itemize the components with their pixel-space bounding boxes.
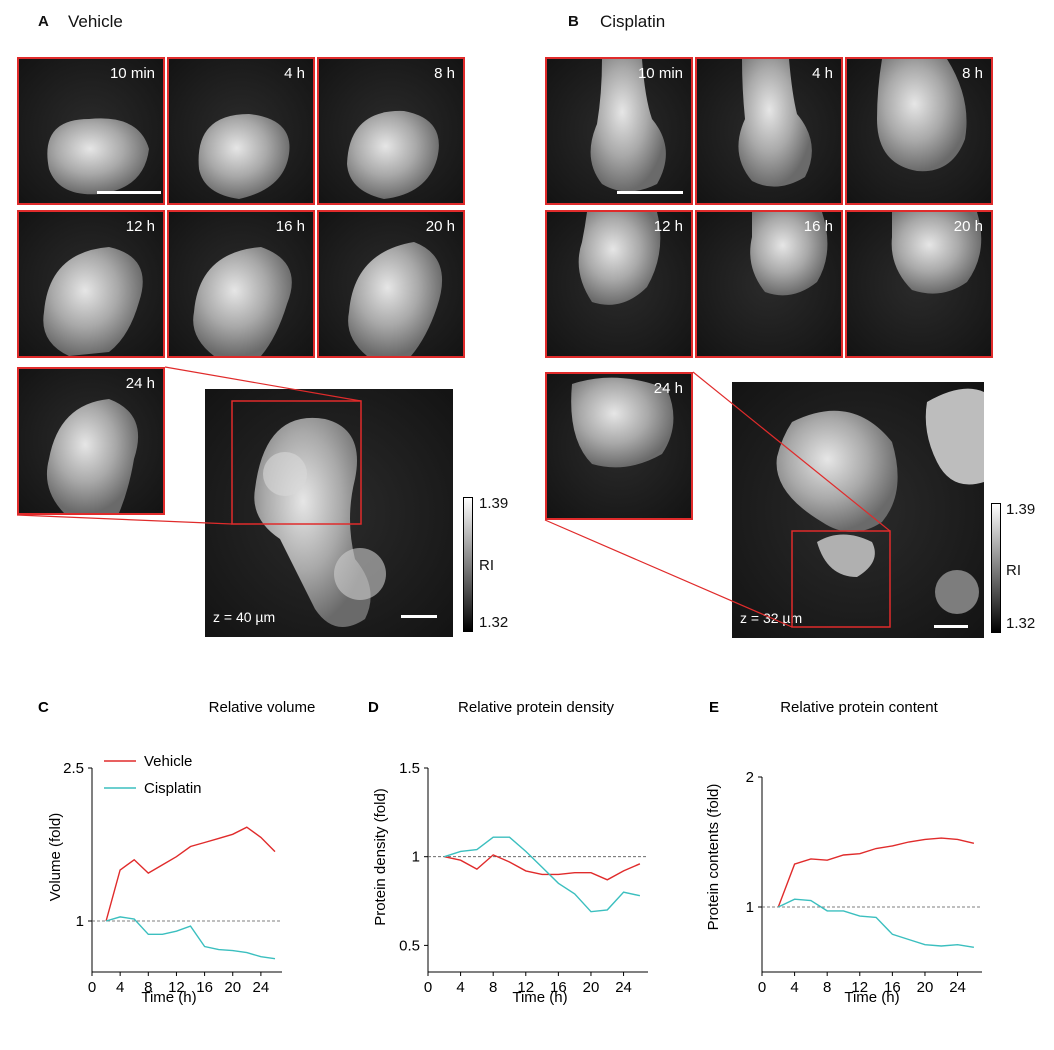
chart-d: D Relative protein density 0 4 8 12 16 20 24 0.…	[368, 699, 648, 1006]
scale-bar	[401, 615, 437, 618]
vehicle-tile-16h: 16 h	[167, 210, 315, 358]
vehicle-tile-12h-label: 12 h	[125, 218, 155, 235]
cisplatin-tile-12h-label: 12 h	[653, 218, 683, 235]
vehicle-tile-24h: 24 h	[17, 367, 165, 515]
vehicle-tile-4h-label: 4 h	[284, 65, 305, 82]
chart-d-xtick-label: 16	[550, 979, 567, 996]
cisplatin-colorbar	[991, 503, 1001, 633]
chart-d-ylabel: Protein density (fold)	[372, 788, 389, 926]
chart-d-ytick-label: 0.5	[399, 937, 420, 954]
chart-d-letter: D	[368, 699, 379, 716]
cisplatin-colorbar-min: 1.32	[1006, 615, 1036, 632]
panel-a-title: Vehicle	[68, 12, 123, 31]
cisplatin-tile-16h-label: 16 h	[803, 218, 833, 235]
chart-d-xtick-label: 12	[517, 979, 534, 996]
chart-e: E Relative protein content 0 4 8 12 16 20 2412…	[705, 699, 982, 1006]
chart-e-xtick-label: 24	[949, 979, 966, 996]
chart-e-xtick-label: 8	[823, 979, 831, 996]
cisplatin-tile-4h-label: 4 h	[812, 65, 833, 82]
chart-e-xtick-label: 4	[790, 979, 798, 996]
chart-c-letter: C	[38, 699, 49, 716]
vehicle-colorbar-label: RI	[479, 557, 494, 574]
chart-e-xtick-label: 20	[917, 979, 934, 996]
chart-c-ytick-label: 2.5	[63, 760, 84, 777]
vehicle-z-label: z = 40 µm	[213, 609, 276, 625]
chart-d-xtick-label: 8	[489, 979, 497, 996]
chart-d-ytick-label: 1.5	[399, 760, 420, 777]
cisplatin-tile-8h: 8 h	[845, 57, 993, 205]
chart-e-cisplatin-line	[777, 898, 975, 948]
vehicle-tile-8h: 8 h	[317, 57, 465, 205]
vehicle-colorbar-min: 1.32	[479, 614, 509, 631]
scale-bar	[97, 191, 161, 194]
chart-c-cisplatin-line	[105, 916, 276, 960]
chart-e-ytick-label: 2	[746, 769, 754, 786]
chart-c-xtick-label: 0	[88, 979, 96, 996]
chart-c-ylabel: Volume (fold)	[47, 813, 64, 901]
chart-e-vehicle-line	[777, 837, 975, 908]
chart-c-xtick-label: 16	[196, 979, 213, 996]
cisplatin-tile-12h: 12 h	[545, 210, 693, 358]
vehicle-colorbar-max: 1.39	[479, 495, 509, 512]
vehicle-colorbar	[463, 497, 473, 632]
chart-c-xtick-label: 8	[144, 979, 152, 996]
cisplatin-tile-20h: 20 h	[845, 210, 993, 358]
chart-c-xtick-label: 20	[224, 979, 241, 996]
chart-c-ytick-label: 1	[76, 913, 84, 930]
cisplatin-tile-24h-label: 24 h	[653, 380, 683, 397]
vehicle-tile-20h: 20 h	[317, 210, 465, 358]
chart-c-xlabel: Time (h)	[141, 989, 196, 1006]
scale-bar	[617, 191, 683, 194]
vehicle-tile-8h-label: 8 h	[434, 65, 455, 82]
chart-e-ylabel: Protein contents (fold)	[705, 784, 722, 931]
cisplatin-tile-20h-label: 20 h	[953, 218, 983, 235]
chart-d-xtick-label: 0	[424, 979, 432, 996]
chart-e-letter: E	[709, 699, 719, 716]
scale-bar	[934, 625, 968, 628]
vehicle-tile-16h-label: 16 h	[275, 218, 305, 235]
chart-c-xtick-label: 12	[168, 979, 185, 996]
panel-a-letter: A	[38, 13, 49, 30]
panel-b-title: Cisplatin	[600, 12, 666, 31]
cisplatin-tile-4h: 4 h	[695, 57, 843, 205]
cisplatin-tile-16h: 16 h	[695, 210, 843, 358]
chart-c-title: Relative volume	[209, 699, 316, 716]
chart-c: C Relative volume 0 4 8 12 16 20 24 1 2.5 Vehicl…	[38, 699, 315, 1006]
vehicle-tile-24h-label: 24 h	[125, 375, 155, 392]
vehicle-tile-4h: 4 h	[167, 57, 315, 205]
vehicle-tile-10min: 10 min	[17, 57, 165, 205]
panel-b-letter: B	[568, 13, 579, 30]
cisplatin-tile-10min-label: 10 min	[637, 65, 683, 82]
cisplatin-tile-8h-label: 8 h	[962, 65, 983, 82]
vehicle-tile-12h: 12 h	[17, 210, 165, 358]
chart-c-xtick-label: 4	[116, 979, 124, 996]
cisplatin-tile-24h: 24 h	[545, 372, 693, 520]
chart-d-vehicle-line	[444, 854, 641, 881]
cisplatin-colorbar-label: RI	[1006, 562, 1021, 579]
chart-e-xtick-label: 12	[851, 979, 868, 996]
chart-c-vehicle-line	[105, 826, 276, 922]
chart-d-title: Relative protein density	[458, 699, 614, 716]
cisplatin-tile-10min: 10 min	[545, 57, 693, 205]
chart-e-xtick-label: 16	[884, 979, 901, 996]
chart-d-xtick-label: 4	[456, 979, 464, 996]
chart-e-title: Relative protein content	[780, 699, 938, 716]
chart-e-ytick-label: 1	[746, 899, 754, 916]
legend-cisplatin-label: Cisplatin	[144, 780, 202, 797]
chart-d-xlabel: Time (h)	[512, 989, 567, 1006]
chart-e-xlabel: Time (h)	[844, 989, 899, 1006]
chart-d-ytick-label: 1	[412, 849, 420, 866]
vehicle-tile-10min-label: 10 min	[109, 65, 155, 82]
chart-c-xtick-label: 24	[253, 979, 270, 996]
vehicle-tile-20h-label: 20 h	[425, 218, 455, 235]
chart-d-xtick-label: 20	[583, 979, 600, 996]
cisplatin-colorbar-max: 1.39	[1006, 501, 1036, 518]
legend-vehicle-label: Vehicle	[144, 753, 192, 770]
chart-e-xtick-label: 0	[758, 979, 766, 996]
chart-d-xtick-label: 24	[615, 979, 632, 996]
chart-d-cisplatin-line	[444, 836, 641, 913]
